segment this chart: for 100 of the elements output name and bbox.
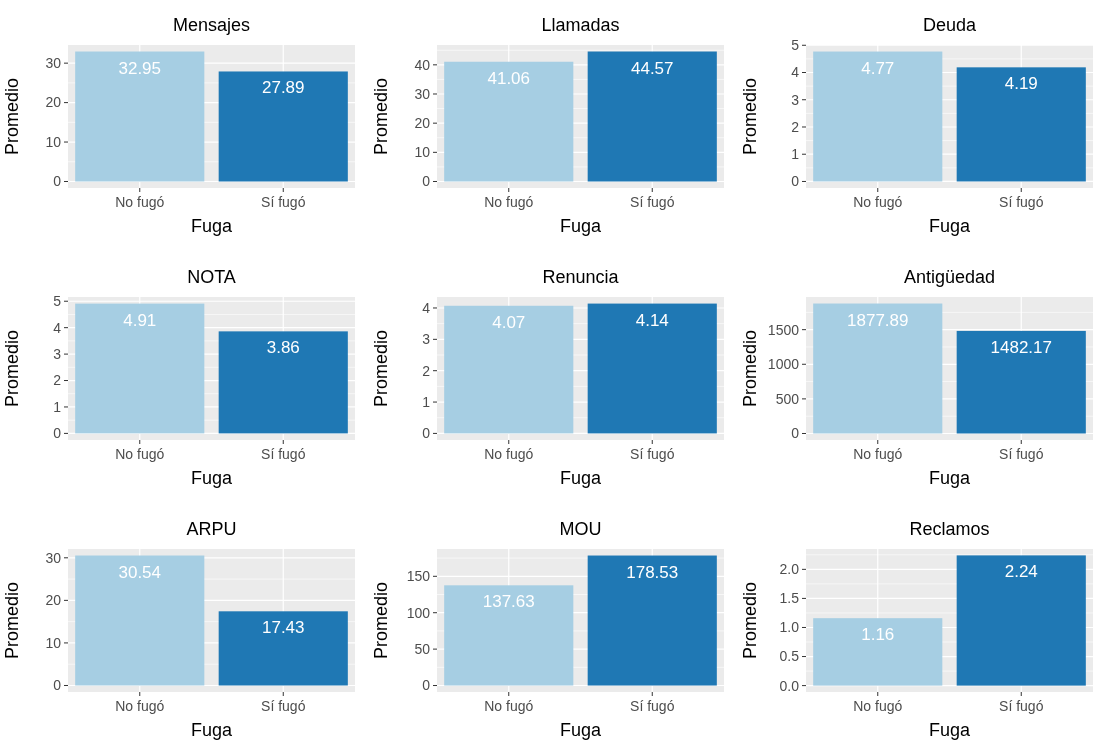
data-label: 17.43 <box>261 618 305 638</box>
x-axis-title: Fuga <box>928 468 971 488</box>
y-axis-title: Promedio <box>740 329 760 408</box>
x-axis-title: Fuga <box>190 216 233 236</box>
x-tick-label: No fugó <box>115 446 165 462</box>
data-label: 44.57 <box>630 58 674 78</box>
data-label: 178.53 <box>626 562 679 582</box>
x-tick-label: No fugó <box>853 446 903 462</box>
x-tick-label: No fugó <box>484 698 534 714</box>
x-tick-label: Sí fugó <box>630 194 675 210</box>
y-tick-label: 10 <box>45 133 62 150</box>
y-tick-label: 1.5 <box>779 590 800 607</box>
x-tick-label: No fugó <box>115 194 165 210</box>
x-tick-label: Sí fugó <box>999 194 1044 210</box>
y-tick-label: 0 <box>422 425 431 442</box>
x-tick-label: Sí fugó <box>261 194 306 210</box>
chart-title: MOU <box>559 519 602 539</box>
y-tick-label: 3 <box>422 331 431 348</box>
y-axis-title: Promedio <box>2 581 22 660</box>
x-axis-title: Fuga <box>928 216 971 236</box>
data-label: 30.54 <box>118 562 162 582</box>
x-tick-label: Sí fugó <box>630 698 675 714</box>
data-label: 4.14 <box>635 310 669 330</box>
x-axis-title: Fuga <box>559 216 602 236</box>
y-tick-label: 0 <box>791 425 800 442</box>
x-axis-title: Fuga <box>928 720 971 740</box>
x-tick-label: Sí fugó <box>630 446 675 462</box>
y-tick-label: 40 <box>414 56 431 73</box>
y-tick-label: 0 <box>53 425 62 442</box>
data-label: 4.77 <box>861 58 895 78</box>
x-tick-label: No fugó <box>115 698 165 714</box>
data-label: 4.91 <box>123 310 157 330</box>
y-tick-label: 150 <box>406 568 431 585</box>
y-tick-label: 30 <box>45 55 62 72</box>
y-tick-label: 30 <box>414 85 431 102</box>
y-tick-label: 5 <box>53 293 62 310</box>
y-tick-label: 500 <box>775 390 800 407</box>
y-tick-label: 0 <box>791 173 800 190</box>
y-tick-label: 4 <box>422 299 431 316</box>
x-tick-label: No fugó <box>484 446 534 462</box>
y-tick-label: 1 <box>53 398 62 415</box>
y-tick-label: 1.0 <box>779 619 800 636</box>
data-label: 3.86 <box>266 338 300 358</box>
y-tick-label: 10 <box>414 144 431 161</box>
y-axis-title: Promedio <box>371 581 391 660</box>
chart-title: ARPU <box>186 519 237 539</box>
y-tick-label: 4 <box>791 64 800 81</box>
chart-title: NOTA <box>187 267 236 287</box>
data-label: 4.07 <box>492 312 526 332</box>
data-label: 137.63 <box>482 592 535 612</box>
y-axis-title: Promedio <box>2 77 22 156</box>
y-tick-label: 2 <box>422 362 431 379</box>
x-axis-title: Fuga <box>559 468 602 488</box>
y-tick-label: 0 <box>422 677 431 694</box>
x-tick-label: Sí fugó <box>261 446 306 462</box>
chart-title: Antigüedad <box>903 267 996 287</box>
y-tick-label: 0 <box>53 173 62 190</box>
y-tick-label: 3 <box>791 91 800 108</box>
x-axis-title: Fuga <box>559 720 602 740</box>
y-tick-label: 0.5 <box>779 648 800 665</box>
x-tick-label: Sí fugó <box>999 698 1044 714</box>
y-tick-label: 50 <box>414 641 431 658</box>
data-label: 1.16 <box>861 625 895 645</box>
x-axis-title: Fuga <box>190 468 233 488</box>
data-label: 41.06 <box>487 68 531 88</box>
y-axis-title: Promedio <box>740 581 760 660</box>
x-tick-label: Sí fugó <box>261 698 306 714</box>
chart-title: Deuda <box>922 15 978 35</box>
data-label: 32.95 <box>118 58 162 78</box>
y-axis-title: Promedio <box>371 77 391 156</box>
y-axis-title: Promedio <box>740 77 760 156</box>
y-tick-label: 2 <box>53 372 62 389</box>
y-tick-label: 10 <box>45 634 62 651</box>
y-tick-label: 0 <box>422 173 431 190</box>
y-tick-label: 30 <box>45 549 62 566</box>
y-tick-label: 0.0 <box>779 677 800 694</box>
y-tick-label: 2.0 <box>779 561 800 578</box>
y-tick-label: 1500 <box>767 321 800 338</box>
y-tick-label: 100 <box>406 604 431 621</box>
y-tick-label: 2 <box>791 118 800 135</box>
x-tick-label: No fugó <box>853 698 903 714</box>
data-label: 1877.89 <box>847 310 909 330</box>
y-tick-label: 1000 <box>767 356 800 373</box>
y-tick-label: 1 <box>422 393 431 410</box>
data-label: 2.24 <box>1004 562 1038 582</box>
chart-title: Mensajes <box>172 15 251 35</box>
data-label: 1482.17 <box>990 337 1052 357</box>
y-tick-label: 1 <box>791 146 800 163</box>
y-tick-label: 0 <box>53 677 62 694</box>
x-tick-label: Sí fugó <box>999 446 1044 462</box>
chart-title: Reclamos <box>909 519 990 539</box>
x-tick-label: No fugó <box>853 194 903 210</box>
data-label: 27.89 <box>261 78 305 98</box>
y-tick-label: 4 <box>53 319 62 336</box>
chart-title: Llamadas <box>541 15 620 35</box>
y-tick-label: 20 <box>45 592 62 609</box>
data-label: 4.19 <box>1004 74 1038 94</box>
x-axis-title: Fuga <box>190 720 233 740</box>
y-axis-title: Promedio <box>2 329 22 408</box>
y-tick-label: 20 <box>45 94 62 111</box>
